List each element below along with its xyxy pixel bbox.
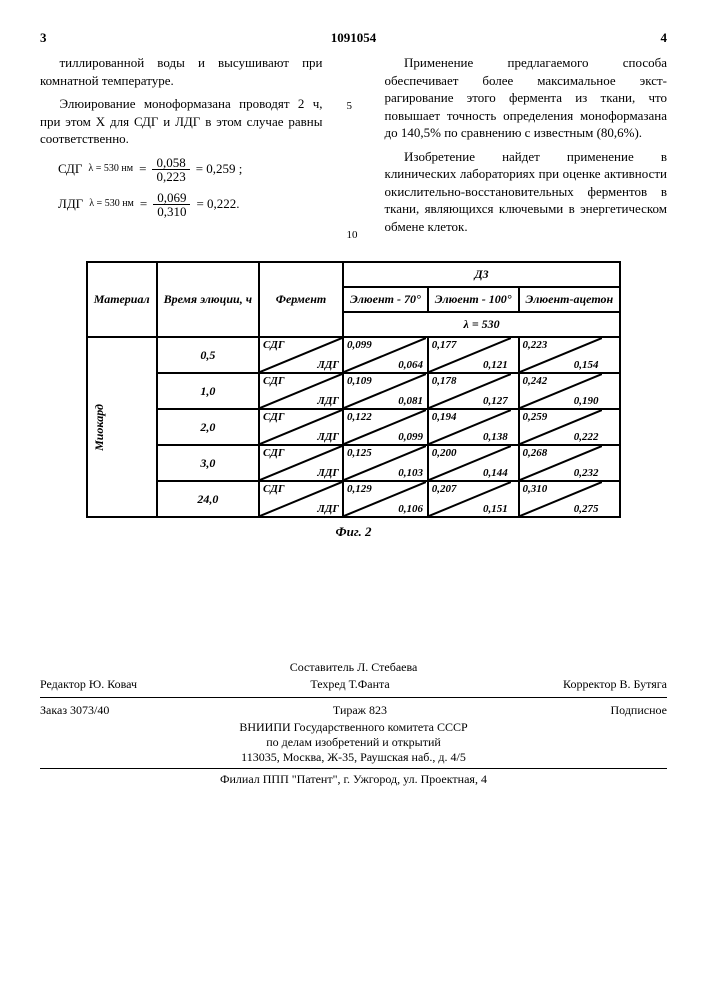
data-cell: 0,0990,064 (344, 338, 426, 372)
time-cell: 1,0 (157, 373, 259, 409)
left-p2: Элюирование моноформазана прово­дят 2 ч,… (40, 95, 323, 148)
formula-ldg-res: = 0,222. (196, 195, 239, 213)
data-cell: 0,2420,190 (520, 374, 602, 408)
footer-filial: Филиал ППП "Патент", г. Ужгород, ул. Про… (40, 772, 667, 787)
time-cell: 0,5 (157, 337, 259, 373)
th-material: Мате­риал (87, 262, 157, 337)
footer-zakaz: Заказ 3073/40 (40, 703, 109, 718)
formula-ldg: ЛДГ λ = 530 нм = 0,069 0,310 = 0,222. (40, 191, 323, 218)
formula-ldg-num: 0,069 (153, 191, 190, 205)
th-e100: Элюент - 100° (428, 287, 519, 312)
th-lambda: λ = 530 (343, 312, 620, 337)
patent-number: 1091054 (331, 30, 377, 46)
formula-sdg-num: 0,058 (152, 156, 189, 170)
data-cell: 0,2680,232 (520, 446, 602, 480)
right-p2: Изобретение найдет применение в клиничес… (385, 148, 668, 236)
table-row: 2,0СДГЛДГ0,1220,0990,1940,138 0,2590,222 (87, 409, 620, 445)
time-cell: 24,0 (157, 481, 259, 517)
page-header: 3 1091054 4 (40, 30, 667, 46)
right-column: Применение предлагаемого способа обеспеч… (385, 54, 668, 241)
data-cell: 0,1290,106 (344, 482, 426, 516)
data-cell: 0,2230,154 (520, 338, 602, 372)
formula-sdg-label: СДГ (58, 160, 82, 178)
figure-table: Мате­риал Время элюции, ч Фермент Д3 Элю… (86, 261, 621, 518)
figure-caption: Фиг. 2 (40, 524, 667, 540)
table-row: 24,0СДГЛДГ0,1290,1060,2070,151 0,3100,275 (87, 481, 620, 517)
data-cell: 0,2000,144 (429, 446, 511, 480)
footer-podpisnoe: Подписное (611, 703, 668, 718)
data-cell: 0,2590,222 (520, 410, 602, 444)
table-row: 1,0СДГЛДГ0,1090,0810,1780,127 0,2420,190 (87, 373, 620, 409)
left-p1: тиллированной воды и высушивают при комн… (40, 54, 323, 89)
data-cell: 0,1250,103 (344, 446, 426, 480)
footer-editor: Редактор Ю. Ковач (40, 677, 137, 692)
data-cell: СДГЛДГ (260, 338, 342, 372)
line-numbers: 5 10 (347, 54, 361, 241)
formula-sdg-den: 0,223 (152, 170, 189, 183)
data-cell: СДГЛДГ (260, 374, 342, 408)
material-label: Миокард (88, 384, 111, 471)
formula-ldg-sub: λ = 530 нм (89, 197, 134, 211)
footer: Составитель Л. Стебаева Редактор Ю. Кова… (40, 660, 667, 787)
th-time: Время элюции, ч (157, 262, 259, 337)
time-cell: 2,0 (157, 409, 259, 445)
data-cell: 0,2070,151 (429, 482, 511, 516)
footer-techred: Техред Т.Фанта (310, 677, 389, 692)
data-cell: 0,1090,081 (344, 374, 426, 408)
data-cell: 0,1780,127 (429, 374, 511, 408)
footer-org2: по делам изобретений и открытий (40, 735, 667, 750)
data-cell: 0,1770,121 (429, 338, 511, 372)
data-cell: СДГЛДГ (260, 410, 342, 444)
th-ferment: Фермент (259, 262, 343, 337)
data-cell: СДГЛДГ (260, 482, 342, 516)
table-row: Миокард0,5СДГЛДГ0,0990,0640,1770,1210,22… (87, 337, 620, 373)
formula-sdg: СДГ λ = 530 нм = 0,058 0,223 = 0,259 ; (40, 156, 323, 183)
time-cell: 3,0 (157, 445, 259, 481)
data-cell: 0,1220,099 (344, 410, 426, 444)
footer-org1: ВНИИПИ Государственного комитета СССР (40, 720, 667, 735)
formula-ldg-label: ЛДГ (58, 195, 83, 213)
th-d3: Д3 (343, 262, 620, 287)
data-cell: 0,1940,138 (429, 410, 511, 444)
formula-ldg-den: 0,310 (153, 205, 190, 218)
data-cell: 0,3100,275 (520, 482, 602, 516)
formula-sdg-res: = 0,259 ; (196, 160, 243, 178)
th-e70: Элюент - 70° (343, 287, 428, 312)
linenum-10: 10 (347, 229, 361, 241)
right-p1: Применение предлагаемого способа обеспеч… (385, 54, 668, 142)
footer-tirazh: Тираж 823 (333, 703, 387, 718)
table-row: 3,0СДГЛДГ0,1250,1030,2000,144 0,2680,232 (87, 445, 620, 481)
data-cell: СДГЛДГ (260, 446, 342, 480)
page-num-left: 3 (40, 30, 47, 46)
footer-corrector: Корректор В. Бутяга (563, 677, 667, 692)
footer-addr: 113035, Москва, Ж-35, Раушская наб., д. … (40, 750, 667, 765)
page-num-right: 4 (661, 30, 668, 46)
linenum-5: 5 (347, 100, 361, 112)
left-column: тиллированной воды и высушивают при комн… (40, 54, 323, 241)
footer-compiler: Составитель Л. Стебаева (40, 660, 667, 675)
th-eac: Элюент-ацетон (519, 287, 621, 312)
formula-sdg-sub: λ = 530 нм (88, 162, 133, 176)
